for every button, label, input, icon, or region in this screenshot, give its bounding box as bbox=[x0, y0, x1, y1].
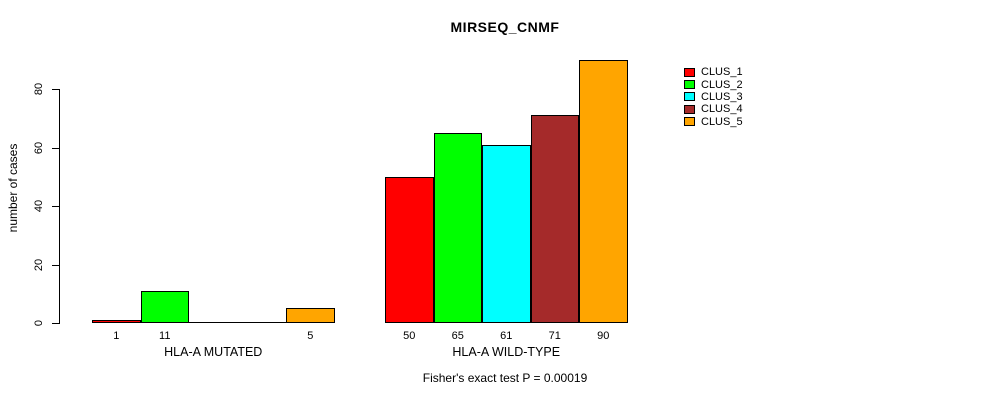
bar-value-label: 61 bbox=[500, 330, 513, 342]
legend: CLUS_1 CLUS_2 CLUS_3 CLUS_4 CLUS_5 bbox=[684, 66, 743, 128]
bar-value-label: 50 bbox=[403, 330, 416, 342]
bar-CLUS_1 bbox=[92, 320, 141, 323]
x-group-label: HLA-A MUTATED bbox=[164, 345, 263, 359]
bar-value-label: 71 bbox=[548, 330, 561, 342]
bar-CLUS_2 bbox=[140, 291, 189, 323]
y-tick-mark bbox=[52, 265, 59, 266]
legend-label: CLUS_5 bbox=[701, 115, 743, 128]
legend-label: CLUS_2 bbox=[701, 78, 743, 91]
y-tick-label: 20 bbox=[33, 258, 45, 272]
bar-CLUS_5 bbox=[579, 60, 628, 323]
y-tick-mark bbox=[52, 89, 59, 90]
bar-value-label: 90 bbox=[597, 330, 610, 342]
y-tick-mark bbox=[52, 148, 59, 149]
legend-swatch-CLUS_3 bbox=[684, 92, 695, 102]
bar-CLUS_1 bbox=[385, 177, 434, 323]
y-tick-label: 80 bbox=[33, 82, 45, 96]
bar-CLUS_3 bbox=[482, 145, 531, 323]
legend-item-CLUS_3: CLUS_3 bbox=[684, 91, 743, 103]
bar-CLUS_5 bbox=[286, 308, 335, 323]
bar-value-label: 65 bbox=[451, 330, 464, 342]
bar-value-label: 5 bbox=[307, 330, 314, 342]
y-tick-label: 40 bbox=[33, 199, 45, 213]
bar-value-label: 11 bbox=[159, 330, 171, 342]
legend-swatch-CLUS_1 bbox=[684, 67, 695, 77]
y-tick-label: 60 bbox=[33, 141, 45, 155]
legend-item-CLUS_1: CLUS_1 bbox=[684, 66, 743, 78]
legend-label: CLUS_1 bbox=[701, 66, 743, 79]
y-tick-label: 0 bbox=[33, 319, 45, 327]
x-group-label: HLA-A WILD-TYPE bbox=[452, 345, 561, 359]
legend-swatch-CLUS_5 bbox=[684, 117, 695, 127]
y-axis-line bbox=[59, 89, 60, 324]
chart-title: MIRSEQ_CNMF bbox=[450, 19, 560, 35]
legend-label: CLUS_3 bbox=[701, 90, 743, 103]
legend-item-CLUS_2: CLUS_2 bbox=[684, 78, 743, 91]
bar-CLUS_4 bbox=[530, 115, 579, 323]
bar-CLUS_2 bbox=[433, 133, 482, 323]
legend-item-CLUS_4: CLUS_4 bbox=[684, 103, 743, 115]
legend-swatch-CLUS_2 bbox=[684, 80, 695, 90]
y-axis-label: number of cases bbox=[6, 143, 20, 233]
y-tick-mark bbox=[52, 323, 59, 324]
bar-value-label: 1 bbox=[113, 330, 120, 342]
stat-annotation: Fisher's exact test P = 0.00019 bbox=[422, 371, 588, 385]
legend-swatch-CLUS_4 bbox=[684, 104, 695, 114]
bar-CLUS_3-zero bbox=[189, 322, 238, 323]
legend-item-CLUS_5: CLUS_5 bbox=[684, 116, 743, 128]
y-tick-mark bbox=[52, 206, 59, 207]
bar-CLUS_4-zero bbox=[237, 322, 286, 323]
legend-label: CLUS_4 bbox=[701, 103, 743, 116]
